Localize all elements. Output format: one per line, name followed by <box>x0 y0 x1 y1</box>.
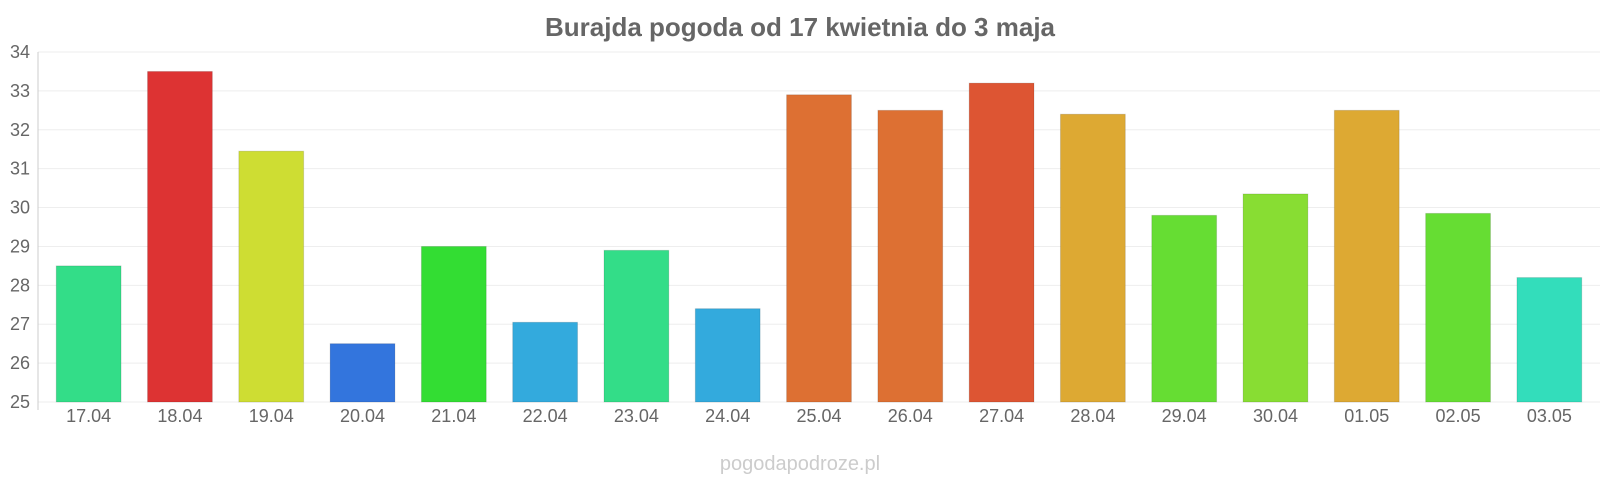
x-tick-label: 19.04 <box>249 406 294 426</box>
bar-27.04 <box>968 82 1035 403</box>
bar-03.05 <box>1516 277 1583 403</box>
bar-26.04 <box>877 109 944 403</box>
x-tick-label: 22.04 <box>523 406 568 426</box>
x-tick-label: 26.04 <box>888 406 933 426</box>
y-tick-label: 25 <box>10 392 30 412</box>
bar-02.05 <box>1425 212 1491 403</box>
bar-20.04 <box>329 343 396 403</box>
y-tick-label: 32 <box>10 120 30 140</box>
x-tick-label: 02.05 <box>1436 406 1481 426</box>
x-tick-label: 24.04 <box>705 406 750 426</box>
x-tick-label: 21.04 <box>431 406 476 426</box>
y-tick-label: 27 <box>10 314 30 334</box>
bar-17.04 <box>55 265 122 403</box>
bar-19.04 <box>238 150 305 403</box>
y-tick-label: 31 <box>10 159 30 179</box>
x-tick-label: 28.04 <box>1070 406 1115 426</box>
x-tick-label: 18.04 <box>157 406 202 426</box>
bar-25.04 <box>786 94 852 403</box>
bar-24.04 <box>694 308 761 403</box>
bar-18.04 <box>147 70 213 403</box>
x-tick-label: 27.04 <box>979 406 1024 426</box>
bar-01.05 <box>1333 109 1400 403</box>
x-tick-label: 20.04 <box>340 406 385 426</box>
x-tick-label: 17.04 <box>66 406 111 426</box>
bar-29.04 <box>1151 214 1218 403</box>
bar-22.04 <box>512 321 579 403</box>
y-tick-label: 30 <box>10 198 30 218</box>
y-tick-label: 29 <box>10 236 30 256</box>
y-tick-label: 26 <box>10 353 30 373</box>
bar-28.04 <box>1059 113 1126 403</box>
chart-title: Burajda pogoda od 17 kwietnia do 3 maja <box>545 12 1056 42</box>
x-tick-label: 30.04 <box>1253 406 1298 426</box>
x-tick-label: 23.04 <box>614 406 659 426</box>
x-tick-label: 29.04 <box>1162 406 1207 426</box>
bar-30.04 <box>1242 193 1309 403</box>
y-tick-label: 28 <box>10 275 30 295</box>
watermark: pogodapodroze.pl <box>720 453 880 475</box>
y-tick-label: 34 <box>10 42 30 62</box>
x-axis-ticks: 17.04 18.04 19.04 20.04 21.04 22.04 23.04 24.04… <box>66 406 1572 426</box>
y-axis-ticks: 25 26 27 28 29 30 31 32 33 34 <box>10 42 30 412</box>
x-tick-label: 25.04 <box>796 406 841 426</box>
bars <box>55 70 1583 403</box>
x-tick-label: 03.05 <box>1527 406 1572 426</box>
y-tick-label: 33 <box>10 81 30 101</box>
bar-21.04 <box>420 245 487 403</box>
bar-23.04 <box>603 249 670 403</box>
x-tick-label: 01.05 <box>1344 406 1389 426</box>
